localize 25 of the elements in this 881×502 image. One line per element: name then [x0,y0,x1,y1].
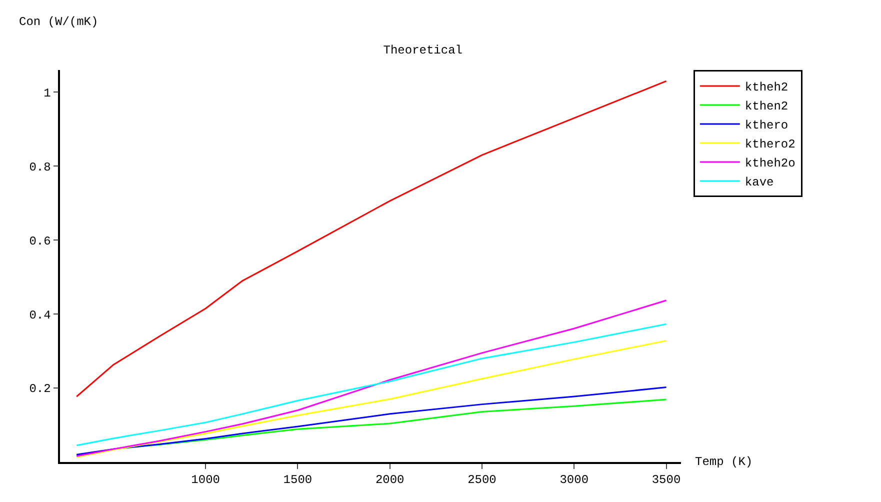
y-tick-label: 0.2 [29,382,51,396]
line-series [76,300,668,457]
legend-label: kthero [744,118,788,133]
x-axis-title: Temp (K) [695,455,753,469]
line-series [76,323,668,446]
x-tick-label: 1000 [191,473,220,488]
y-axis-title: Con (W/(mK) [19,15,98,29]
y-tick-label: 0.4 [29,308,51,322]
line-series [76,80,668,398]
legend-label: kthen2 [744,100,788,114]
x-tick-label: 2000 [375,473,404,488]
x-tick-label: 3500 [652,473,681,488]
y-tick-label: 0.8 [29,160,51,174]
y-tick-label: 0.6 [29,234,51,248]
legend-label: ktheh2 [744,80,788,95]
legend-label: kave [744,176,774,190]
chart-title: Theoretical [383,44,462,58]
line-series [76,386,668,456]
x-tick-label: 2500 [468,473,496,488]
legend-label: kthero2 [744,138,796,152]
x-tick-label: 1500 [283,473,312,488]
y-tick-label: 1 [44,86,51,100]
legend-label: ktheh2o [744,156,796,171]
line-series [76,340,668,458]
x-tick-label: 3000 [560,473,589,488]
